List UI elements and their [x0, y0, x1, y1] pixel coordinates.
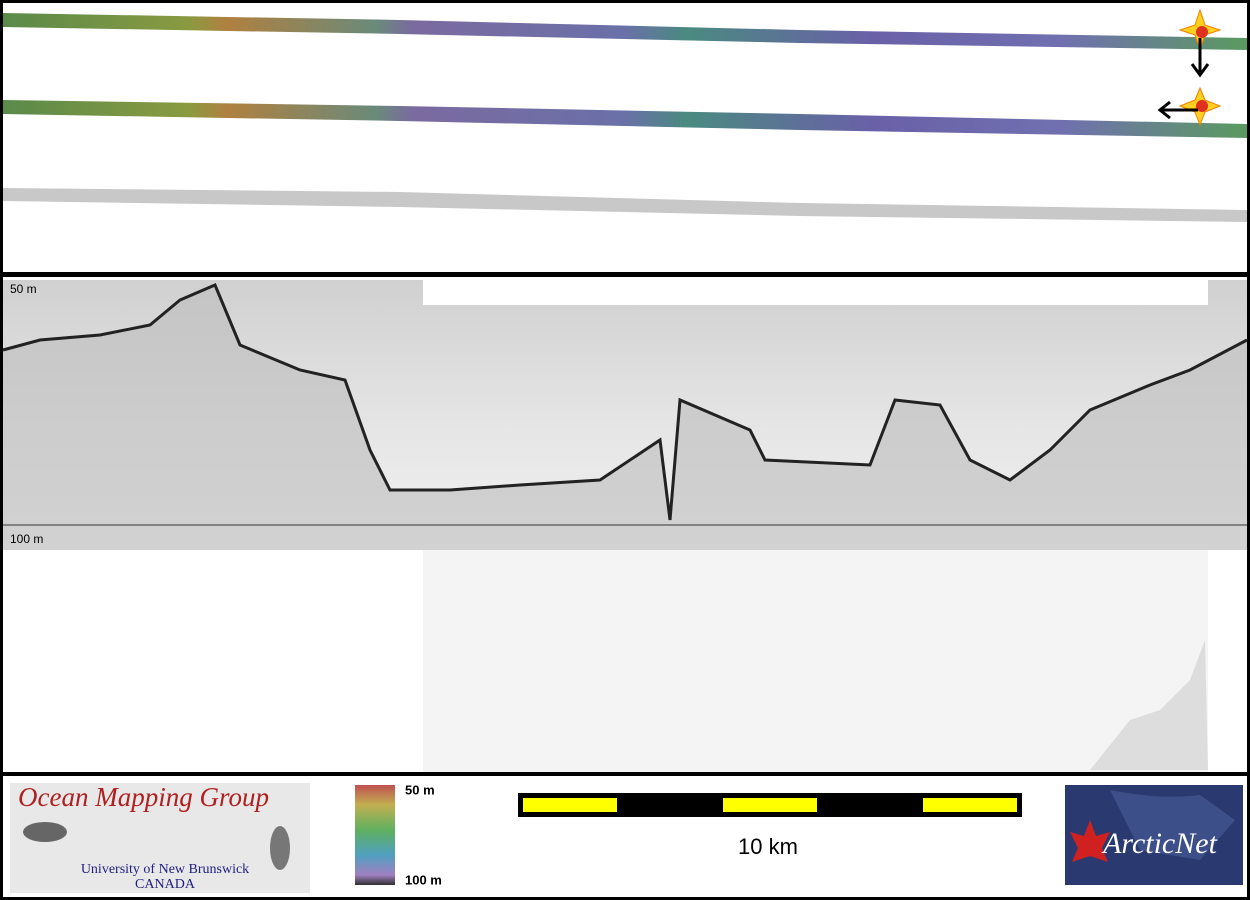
plan-panel: [3, 3, 1247, 272]
depth-colorbar: [355, 785, 395, 885]
swath-strip: [3, 100, 1247, 138]
logo-country: CANADA: [135, 877, 196, 892]
sub-bottom-echo: [1090, 640, 1208, 770]
blank-area: [423, 280, 1208, 305]
position-marker: [1157, 8, 1222, 127]
logo-title: Ocean Mapping Group: [18, 782, 269, 812]
seabed-line: [2, 283, 1248, 521]
scale-label: 10 km: [738, 834, 798, 859]
logo-title: ArcticNet: [1101, 827, 1218, 860]
colorbar-label: 50 m: [405, 782, 435, 797]
arcticnet-logo: ArcticNet: [1065, 785, 1243, 885]
swath-strip: [3, 13, 1247, 50]
sidescan-strip: [3, 188, 1247, 222]
scale-bar: [518, 793, 1022, 817]
depth-label: 100 m: [10, 532, 43, 546]
sub-bottom-fill: [3, 285, 1247, 550]
colorbar-label: 100 m: [405, 872, 442, 887]
depth-label: 50 m: [10, 282, 37, 296]
omg-logo: Ocean Mapping Group University of New Br…: [10, 782, 310, 893]
logo-university: University of New Brunswick: [81, 862, 249, 877]
echogram-lower: [423, 550, 1208, 772]
